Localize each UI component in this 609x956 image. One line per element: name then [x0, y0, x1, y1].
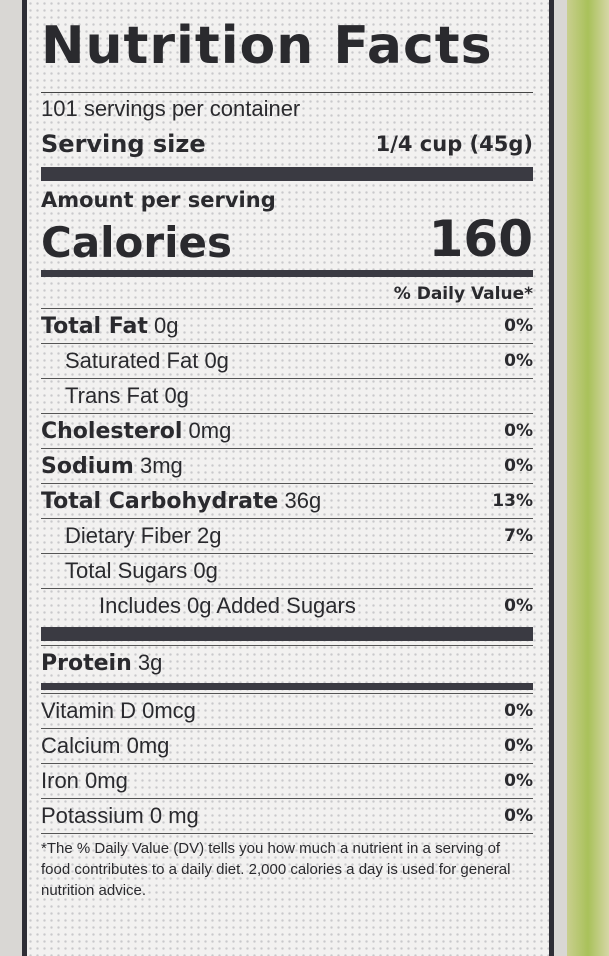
nutrient-row: Sodium 3mg 0% [41, 448, 533, 483]
calories-value: 160 [428, 210, 533, 268]
nutrient: Total Sugars 0g [41, 554, 218, 588]
nutrition-label: Nutrition Facts 101 servings per contain… [22, 0, 554, 956]
nutrient-row: Vitamin D 0mcg 0% [41, 693, 533, 728]
nutrient-amount: 0mcg [142, 698, 196, 723]
nutrient-amount: 0mg [85, 768, 128, 793]
daily-value: 13% [492, 491, 533, 511]
nutrient: Trans Fat 0g [41, 379, 189, 413]
nutrient: Iron 0mg [41, 764, 128, 798]
nutrient: Sodium 3mg [41, 449, 183, 483]
daily-value: 0% [504, 351, 533, 371]
bar [41, 683, 533, 690]
nutrient: Cholesterol 0mg [41, 414, 231, 448]
daily-value: 0% [504, 736, 533, 756]
nutrient-row: Trans Fat 0g [41, 378, 533, 413]
nutrient-amount: 0mg [126, 733, 170, 758]
nutrient-row: Cholesterol 0mg 0% [41, 413, 533, 448]
nutrient-row: Protein 3g [41, 645, 533, 680]
serving-size: Serving size 1/4 cup (45g) [41, 125, 533, 163]
nutrient: Includes 0g Added Sugars [41, 589, 356, 623]
nutrient-row: Total Fat 0g 0% [41, 308, 533, 343]
nutrient-amount: 36g [284, 488, 322, 513]
daily-value: 7% [504, 526, 533, 546]
nutrient-row: Saturated Fat 0g 0% [41, 343, 533, 378]
bar [41, 167, 533, 181]
nutrient-name: Potassium [41, 803, 144, 828]
nutrient: Protein 3g [41, 646, 162, 680]
daily-value: 0% [504, 421, 533, 441]
nutrient-row: Total Sugars 0g [41, 553, 533, 588]
rule [41, 92, 533, 93]
nutrient: Total Fat 0g [41, 309, 178, 343]
bar [41, 627, 533, 641]
dv-header-text: % Daily Value* [393, 284, 533, 304]
nutrient: Vitamin D 0mcg [41, 694, 196, 728]
calories-row: Calories 160 [41, 211, 533, 267]
nutrient: Potassium 0 mg [41, 799, 199, 833]
nutrient-row: Dietary Fiber 2g 7% [41, 518, 533, 553]
serving-size-value: 1/4 cup (45g) [375, 132, 533, 156]
daily-value: 0% [504, 771, 533, 791]
nutrient-name: Trans [65, 383, 121, 408]
nutrient: Saturated Fat 0g [41, 344, 229, 378]
nutrient-amount: 0 mg [149, 803, 199, 828]
nutrient-name: Sodium [41, 454, 134, 479]
nutrient-row: Calcium 0mg 0% [41, 728, 533, 763]
footnote: *The % Daily Value (DV) tells you how mu… [41, 833, 533, 901]
nutrient-amount: 3mg [139, 453, 183, 478]
nutrient-name: Vitamin D [41, 698, 136, 723]
nutrient: Dietary Fiber 2g [41, 519, 222, 553]
bar [41, 270, 533, 277]
title: Nutrition Facts [41, 16, 493, 76]
amount-per-serving: Amount per serving [41, 188, 276, 212]
calories-label: Calories [41, 218, 233, 267]
nutrient-amount: 0g [154, 313, 179, 338]
nutrient-name: Total Fat [41, 314, 148, 339]
nutrient-name: Total Carbohydrate [41, 489, 279, 514]
nutrient-amount: 0g [204, 348, 229, 373]
daily-value: 0% [504, 316, 533, 336]
serving-size-label: Serving size [41, 130, 206, 158]
nutrient-amount: Fat 0g [126, 383, 189, 408]
nutrient: Total Carbohydrate 36g [41, 484, 321, 518]
nutrient-row: Potassium 0 mg 0% [41, 798, 533, 833]
daily-value: 0% [504, 806, 533, 826]
servings: 101 servings per container [41, 93, 533, 125]
servings-text: 101 servings per container [41, 96, 301, 121]
nutrient-amount: 0g [193, 558, 218, 583]
nutrient-rows: Total Fat 0g 0% Saturated Fat 0g 0% Trans Fa… [41, 308, 533, 833]
nutrient-amount: 2g [197, 523, 222, 548]
daily-value: 0% [504, 456, 533, 476]
nutrient-name: Dietary Fiber [65, 523, 191, 548]
nutrient-name: Total Sugars [65, 558, 188, 583]
nutrient-row: Iron 0mg 0% [41, 763, 533, 798]
nutrient-name: Calcium [41, 733, 121, 758]
nutrient-name: Cholesterol [41, 419, 183, 444]
nutrient-name: Iron [41, 768, 79, 793]
nutrient: Calcium 0mg [41, 729, 169, 763]
nutrient-name: Includes 0g Added Sugars [99, 593, 356, 618]
nutrient-amount: 0mg [188, 418, 232, 443]
background-pack [567, 0, 609, 956]
daily-value: 0% [504, 701, 533, 721]
nutrient-name: Protein [41, 651, 132, 676]
nutrient-amount: 3g [137, 650, 163, 675]
nutrient-name: Saturated Fat [65, 348, 199, 373]
nutrient-row: Total Carbohydrate 36g 13% [41, 483, 533, 518]
daily-value: 0% [504, 596, 533, 616]
nutrient-row: Includes 0g Added Sugars 0% [41, 588, 533, 623]
dv-header: % Daily Value* [41, 280, 533, 308]
